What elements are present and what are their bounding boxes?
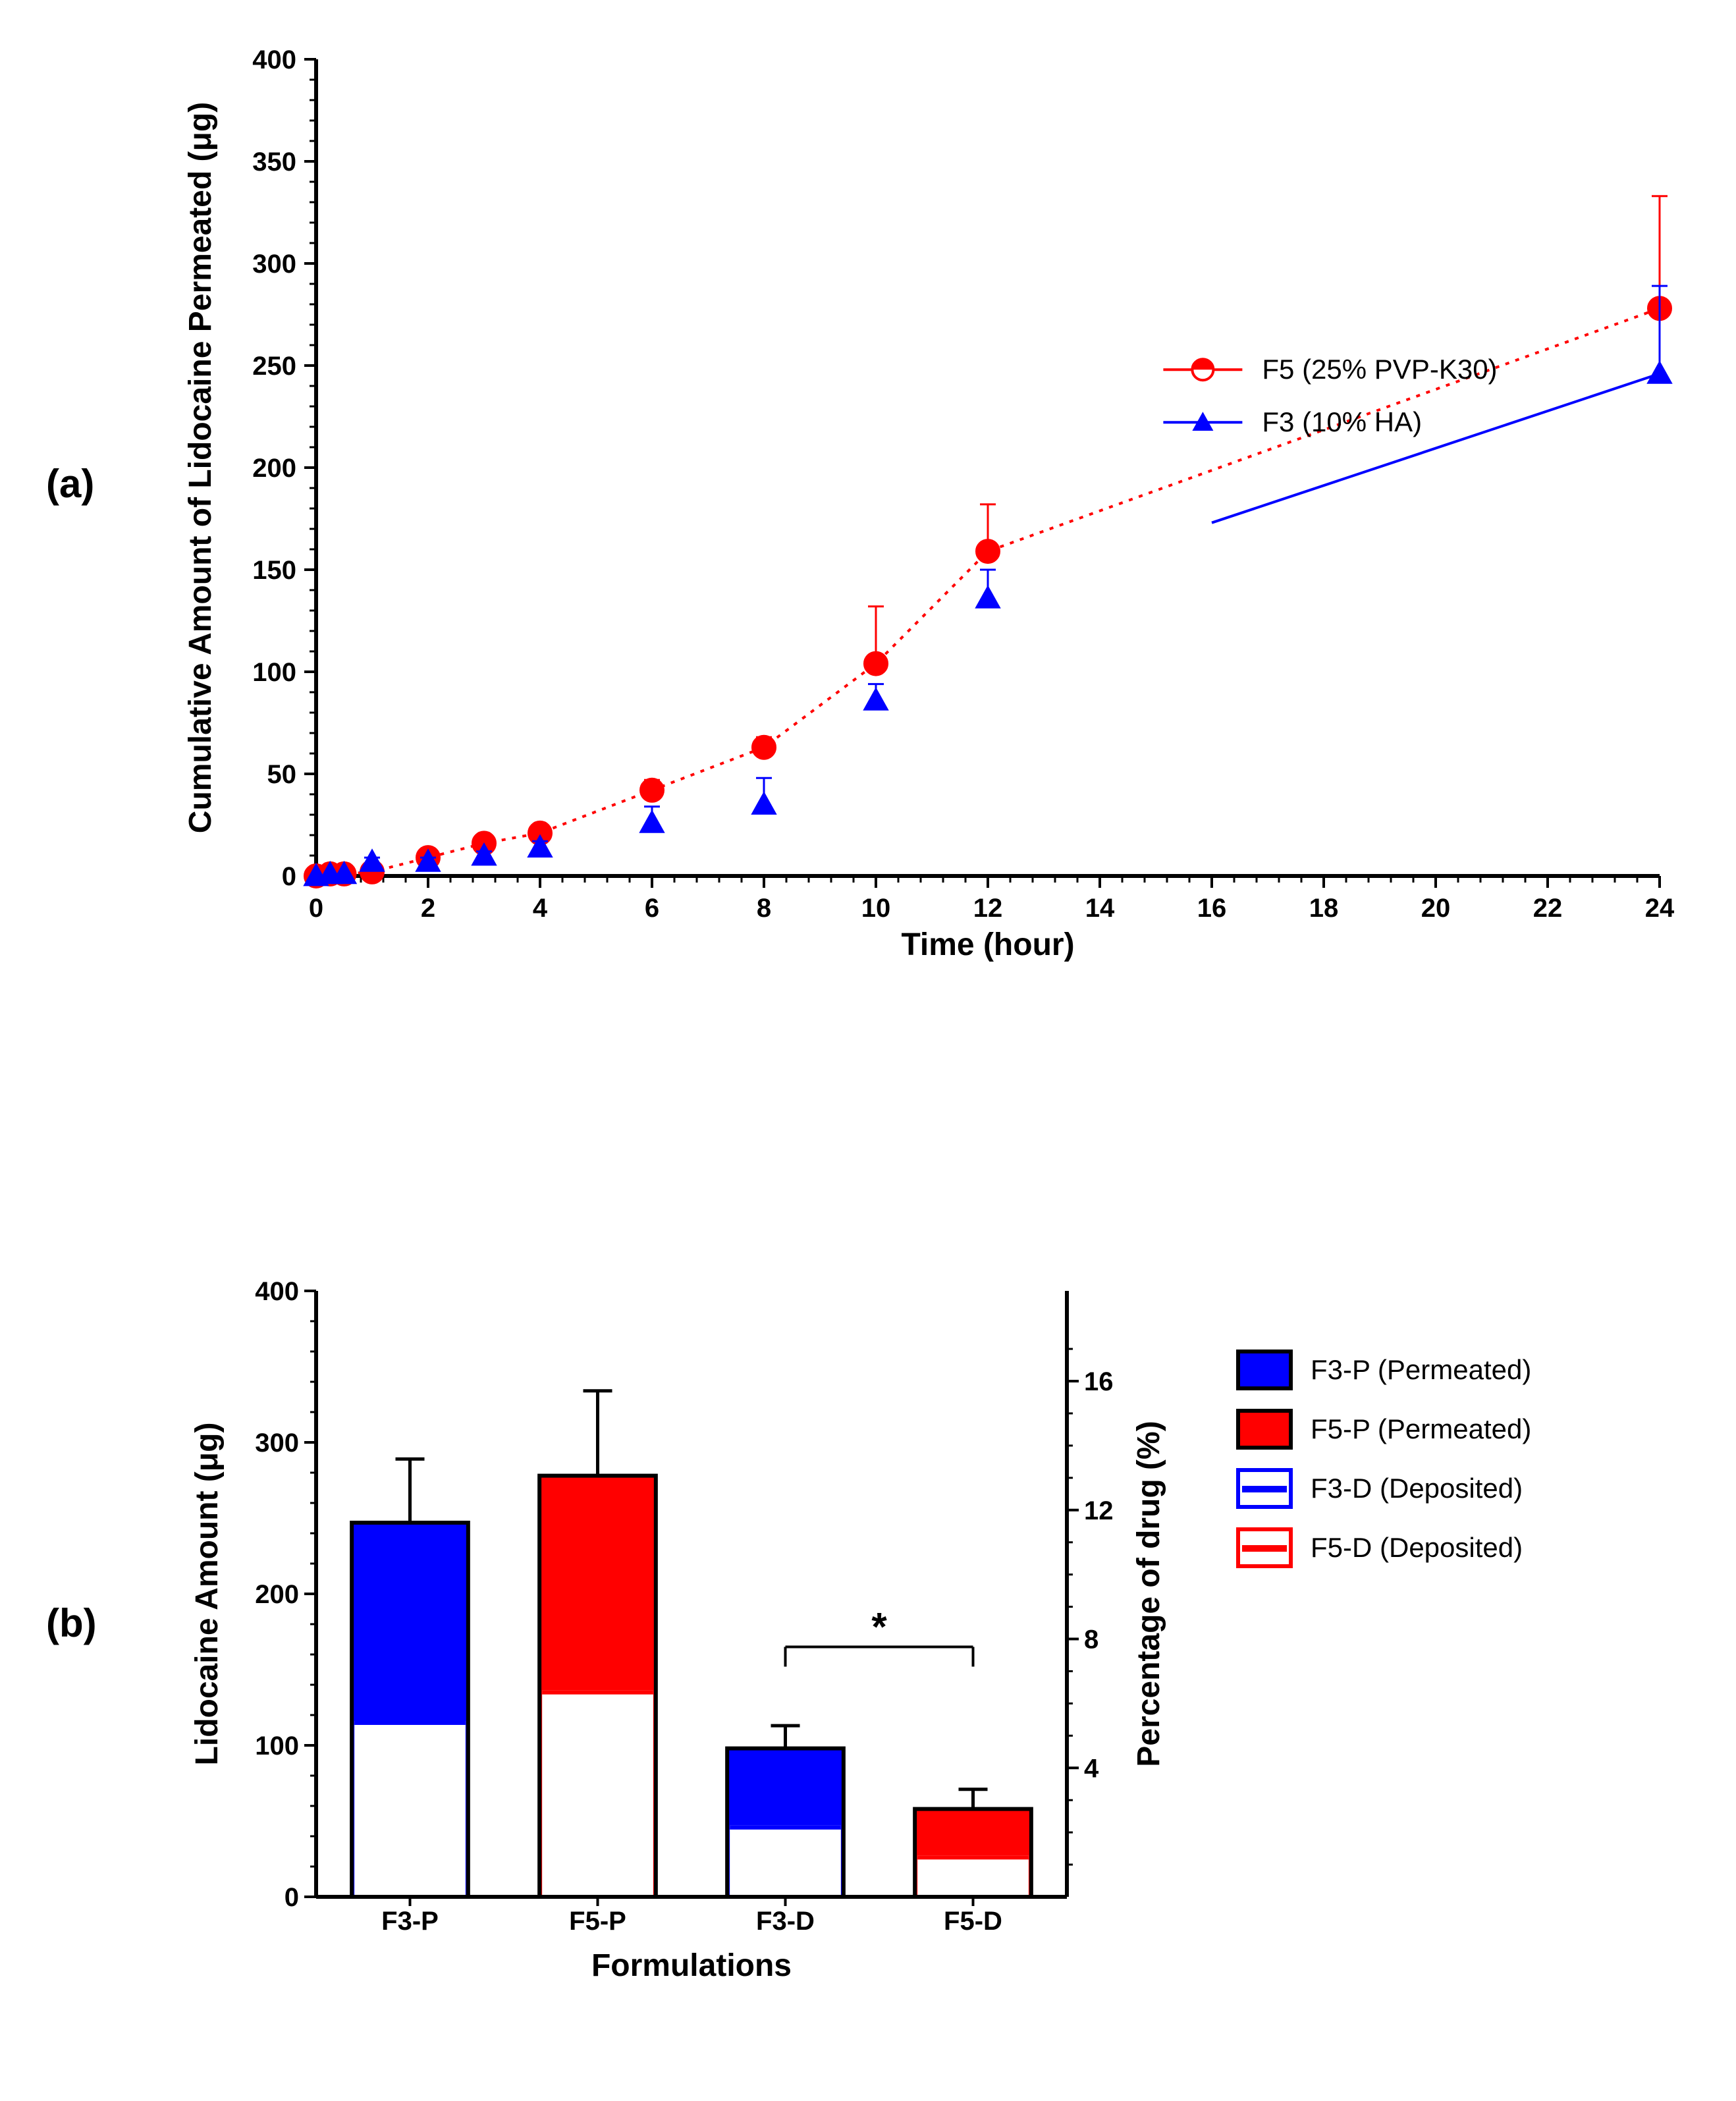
svg-text:2: 2 [421, 894, 435, 923]
svg-text:F3-D: F3-D [756, 1907, 815, 1936]
svg-text:200: 200 [255, 1580, 299, 1609]
svg-text:Time (hour): Time (hour) [901, 927, 1074, 962]
svg-text:300: 300 [255, 1429, 299, 1458]
svg-text:16: 16 [1084, 1367, 1114, 1396]
svg-text:F5 (25% PVP-K30): F5 (25% PVP-K30) [1262, 354, 1497, 385]
svg-text:12: 12 [973, 894, 1003, 923]
svg-text:50: 50 [267, 760, 297, 789]
svg-text:22: 22 [1533, 894, 1563, 923]
svg-text:*: * [871, 1605, 887, 1649]
svg-text:400: 400 [255, 1277, 299, 1306]
svg-text:24: 24 [1645, 894, 1675, 923]
svg-text:4: 4 [533, 894, 548, 923]
svg-text:0: 0 [309, 894, 323, 923]
svg-text:12: 12 [1084, 1496, 1114, 1525]
svg-text:150: 150 [252, 556, 296, 585]
svg-text:16: 16 [1197, 894, 1227, 923]
svg-text:F3-P: F3-P [381, 1907, 439, 1936]
svg-text:F3-P (Permeated): F3-P (Permeated) [1311, 1354, 1531, 1385]
svg-text:4: 4 [1084, 1754, 1099, 1783]
svg-text:F5-D: F5-D [944, 1907, 1002, 1936]
svg-text:100: 100 [255, 1732, 299, 1760]
svg-text:Cumulative Amount of Lidocaine: Cumulative Amount of Lidocaine Permeated… [183, 102, 218, 833]
svg-text:F3 (10% HA): F3 (10% HA) [1262, 406, 1422, 437]
panel-label-a: (a) [46, 461, 94, 506]
svg-text:250: 250 [252, 352, 296, 381]
svg-text:F5-P: F5-P [569, 1907, 626, 1936]
svg-text:100: 100 [252, 658, 296, 687]
svg-text:0: 0 [285, 1883, 299, 1912]
svg-text:10: 10 [861, 894, 891, 923]
svg-text:200: 200 [252, 454, 296, 483]
svg-text:8: 8 [1084, 1625, 1099, 1654]
svg-text:Lidocaine Amount (μg): Lidocaine Amount (μg) [190, 1423, 225, 1766]
svg-text:400: 400 [252, 45, 296, 74]
svg-text:14: 14 [1085, 894, 1115, 923]
svg-text:20: 20 [1421, 894, 1451, 923]
svg-text:6: 6 [645, 894, 659, 923]
svg-text:F5-D (Deposited): F5-D (Deposited) [1311, 1532, 1523, 1563]
svg-text:Percentage of drug (%): Percentage of drug (%) [1131, 1421, 1166, 1766]
svg-text:18: 18 [1309, 894, 1339, 923]
page: (a) (b) 02468101214161820222405010015020… [0, 0, 1736, 2101]
svg-text:300: 300 [252, 250, 296, 279]
svg-text:Formulations: Formulations [591, 1948, 792, 1983]
svg-text:F3-D (Deposited): F3-D (Deposited) [1311, 1473, 1523, 1504]
chart-a: 0246810121416182022240501001502002503003… [171, 26, 1686, 1027]
svg-text:350: 350 [252, 148, 296, 177]
svg-text:F5-P (Permeated): F5-P (Permeated) [1311, 1413, 1531, 1444]
svg-text:0: 0 [282, 862, 296, 891]
svg-text:8: 8 [757, 894, 771, 923]
panel-label-b: (b) [46, 1600, 97, 1646]
chart-b: 0 100 200 300 400 4 8 12 16 F3-P F5-P F3-D F5-D Formu… [171, 1251, 1686, 2042]
